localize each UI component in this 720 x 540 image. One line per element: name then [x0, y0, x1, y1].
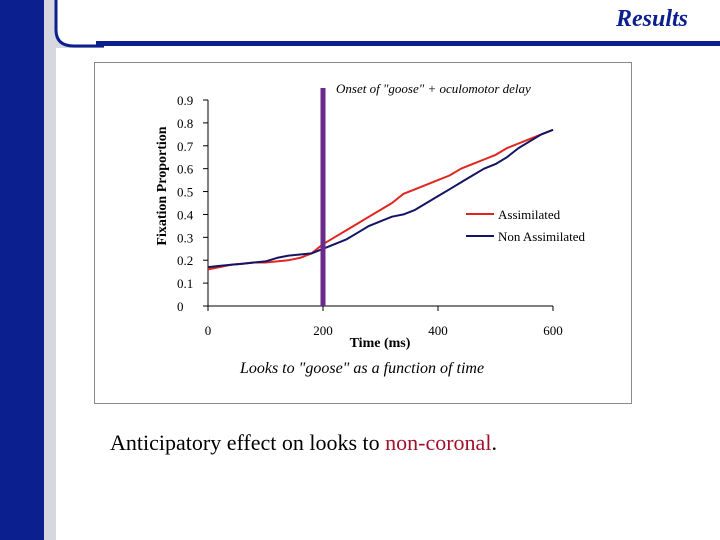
x-tick-label: 600 — [543, 323, 563, 338]
x-tick-label: 400 — [428, 323, 448, 338]
caption: Anticipatory effect on looks to non-coro… — [110, 430, 497, 456]
caption-text: Anticipatory effect on looks to — [110, 430, 386, 455]
y-axis: 0 0.1 0.2 0.3 0.4 0.5 0.6 0.7 0.8 0.9 — [177, 93, 209, 314]
x-tick-label: 200 — [313, 323, 333, 338]
x-tick-label: 0 — [205, 323, 212, 338]
legend: Assimilated Non Assimilated — [466, 207, 586, 244]
sidebar-stripe — [44, 0, 56, 540]
y-tick-label: 0.8 — [177, 116, 193, 131]
header-rule — [96, 41, 720, 46]
annotation-label: Onset of "goose" + oculomotor delay — [336, 81, 531, 96]
series-line-assimilated — [207, 128, 554, 271]
x-axis: 0 200 400 600 — [205, 305, 563, 338]
y-tick-label: 0.4 — [177, 207, 194, 222]
y-tick-label: 0.5 — [177, 185, 193, 200]
onset-marker — [320, 88, 326, 306]
header-curve — [44, 0, 104, 48]
y-axis-label: Fixation Proportion — [155, 126, 170, 245]
header-band — [56, 0, 720, 42]
chart-title: Looks to "goose" as a function of time — [239, 360, 484, 377]
y-tick-label: 0.7 — [177, 139, 194, 154]
caption-suffix: . — [491, 430, 497, 455]
series-lines — [207, 128, 554, 271]
y-tick-label: 0.6 — [177, 162, 194, 177]
y-tick-label: 0.2 — [177, 253, 193, 268]
y-tick-label: 0.3 — [177, 230, 193, 245]
x-axis-label: Time (ms) — [350, 336, 411, 351]
chart-frame — [94, 62, 632, 404]
sidebar-band — [0, 0, 44, 540]
legend-item-non-assimilated: Non Assimilated — [498, 229, 586, 244]
slide-title: Results — [615, 6, 688, 32]
caption-highlight: non-coronal — [385, 430, 492, 455]
y-tick-label: 0 — [177, 299, 184, 314]
legend-item-assimilated: Assimilated — [498, 207, 561, 222]
y-tick-label: 0.9 — [177, 93, 193, 108]
y-tick-label: 0.1 — [177, 276, 193, 291]
series-line-non-assimilated — [207, 128, 554, 269]
onset-marker-bar — [320, 88, 326, 306]
